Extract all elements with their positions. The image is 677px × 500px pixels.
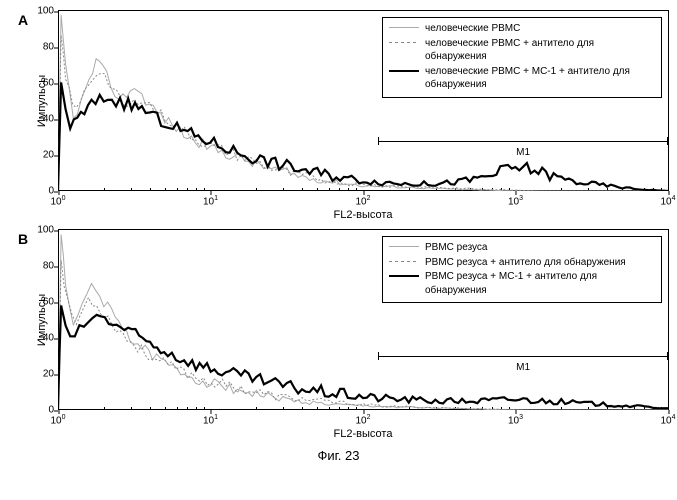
y-axis-label: Импульсы bbox=[36, 75, 48, 127]
series-trace bbox=[58, 82, 668, 191]
panel-label: A bbox=[18, 12, 28, 28]
legend-item: PBMC резуса + антитело для обнаружения bbox=[389, 256, 655, 270]
legend-item: PBMC резуса bbox=[389, 241, 655, 255]
legend: PBMC резусаPBMC резуса + антитело для об… bbox=[382, 236, 662, 303]
legend-label: PBMC резуса + MC-1 + антитело для обнару… bbox=[425, 270, 655, 297]
legend-label: человеческие PBMC + MC-1 + антитело для … bbox=[425, 65, 655, 92]
y-axis-label: Импульсы bbox=[36, 294, 48, 346]
figure-caption: Фиг. 23 bbox=[10, 448, 667, 463]
x-tick: 102 bbox=[355, 195, 370, 207]
x-axis-label: FL2-высота bbox=[58, 209, 668, 221]
panel-a: A 020406080100100101102103104Импульсычело… bbox=[10, 10, 667, 221]
legend: человеческие PBMCчеловеческие PBMC + ант… bbox=[382, 17, 662, 98]
x-tick: 101 bbox=[203, 195, 218, 207]
legend-swatch bbox=[389, 27, 419, 28]
legend-swatch bbox=[389, 275, 419, 277]
series-trace bbox=[58, 306, 668, 411]
legend-swatch bbox=[389, 42, 419, 43]
x-tick: 100 bbox=[50, 414, 65, 426]
legend-label: PBMC резуса + антитело для обнаружения bbox=[425, 256, 626, 270]
y-tick: 80 bbox=[28, 261, 54, 272]
y-tick: 20 bbox=[28, 369, 54, 380]
legend-item: PBMC резуса + MC-1 + антитело для обнару… bbox=[389, 270, 655, 297]
x-tick: 101 bbox=[203, 414, 218, 426]
panel-label: B bbox=[18, 231, 28, 247]
plot-area: 020406080100100101102103104ИмпульсыPBMC … bbox=[58, 229, 669, 410]
legend-item: человеческие PBMC + антитело для обнаруж… bbox=[389, 37, 655, 64]
y-tick: 100 bbox=[28, 225, 54, 236]
plot-area: 020406080100100101102103104Импульсычелов… bbox=[58, 10, 669, 191]
panel-b: B 020406080100100101102103104ИмпульсыPBMC… bbox=[10, 229, 667, 440]
x-tick: 104 bbox=[660, 195, 675, 207]
x-tick: 104 bbox=[660, 414, 675, 426]
legend-swatch bbox=[389, 261, 419, 262]
legend-item: человеческие PBMC + MC-1 + антитело для … bbox=[389, 65, 655, 92]
x-tick: 102 bbox=[355, 414, 370, 426]
y-tick: 80 bbox=[28, 42, 54, 53]
legend-label: PBMC резуса bbox=[425, 241, 488, 255]
x-tick: 103 bbox=[508, 195, 523, 207]
legend-label: человеческие PBMC + антитело для обнаруж… bbox=[425, 37, 655, 64]
legend-swatch bbox=[389, 246, 419, 247]
legend-swatch bbox=[389, 70, 419, 72]
y-tick: 100 bbox=[28, 6, 54, 17]
x-tick: 100 bbox=[50, 195, 65, 207]
legend-label: человеческие PBMC bbox=[425, 22, 520, 36]
x-axis-label: FL2-высота bbox=[58, 428, 668, 440]
y-tick: 20 bbox=[28, 150, 54, 161]
x-tick: 103 bbox=[508, 414, 523, 426]
legend-item: человеческие PBMC bbox=[389, 22, 655, 36]
